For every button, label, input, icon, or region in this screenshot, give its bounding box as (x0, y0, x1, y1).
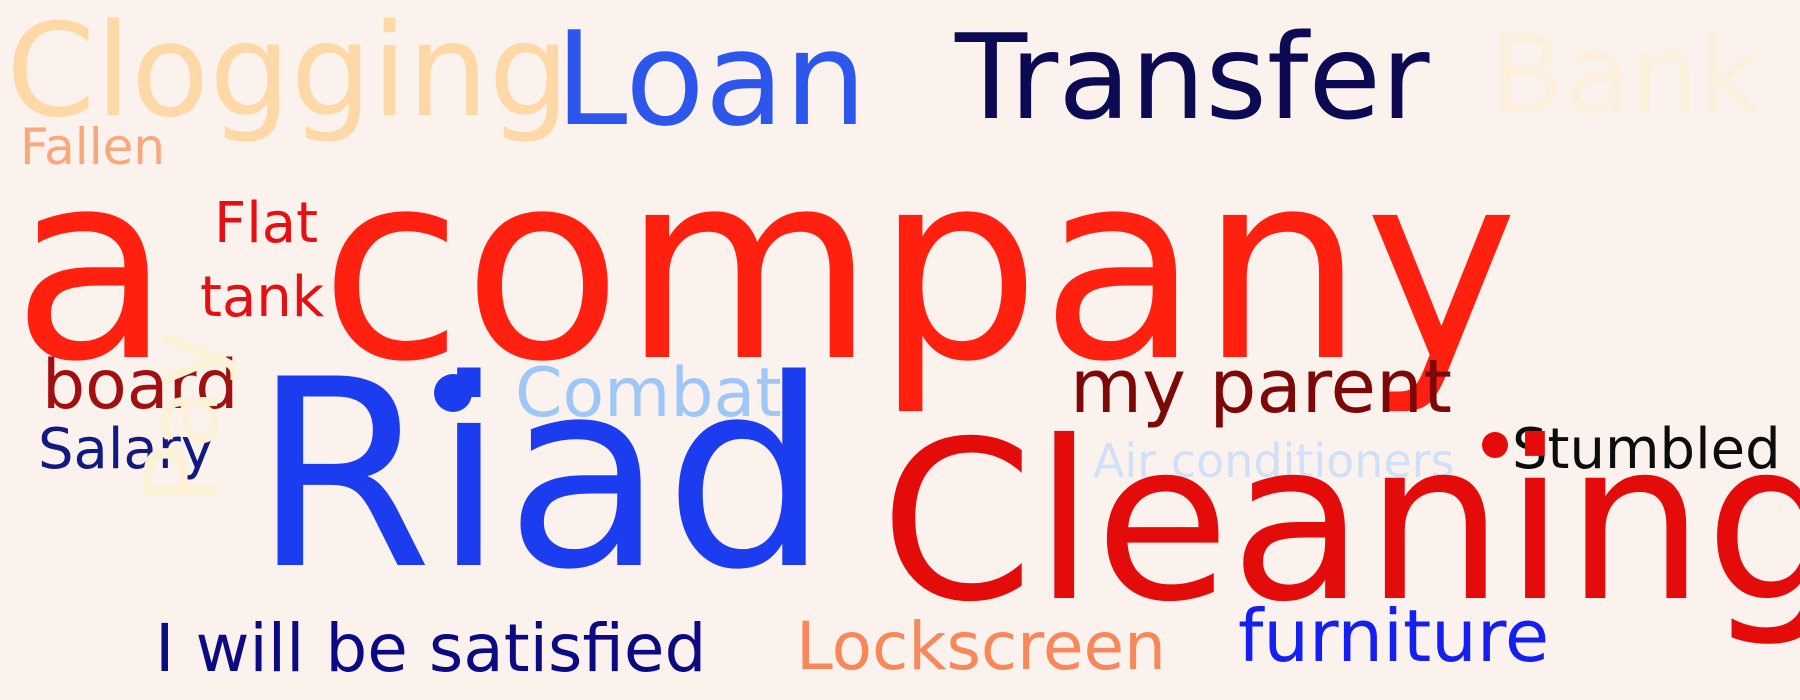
word-pay: Pay (124, 328, 241, 505)
word-a: a (12, 117, 172, 419)
word-my-parent: my parent (1070, 344, 1452, 430)
word-cleaning: Cleaning (880, 394, 1800, 650)
dot-mark (434, 374, 472, 412)
word-tank: tank (200, 265, 325, 330)
word-stumbled: Stumbled (1512, 417, 1781, 482)
word-combat: Combat (515, 354, 782, 433)
word-board: board (42, 346, 239, 425)
word-transfer: Transfer (955, 8, 1430, 146)
word-flat: Flat (214, 191, 319, 256)
word-fallen: Fallen (20, 118, 166, 176)
word-furniture: furniture (1238, 594, 1550, 678)
word-company: company (320, 117, 1519, 419)
dot-mark (1482, 432, 1508, 458)
word-clogging: Clogging (6, 0, 570, 146)
word-lockscreen: Lockscreen (796, 608, 1166, 685)
word-salary: Salary (38, 417, 214, 482)
word-riad: Riad (252, 325, 830, 627)
word-air-conditioners: Air conditioners (1093, 434, 1455, 488)
word-loan: Loan (555, 3, 867, 155)
word-i-will-be-satisfied: I will be satisfied (155, 610, 707, 687)
word-bank: Bank (1490, 13, 1762, 138)
